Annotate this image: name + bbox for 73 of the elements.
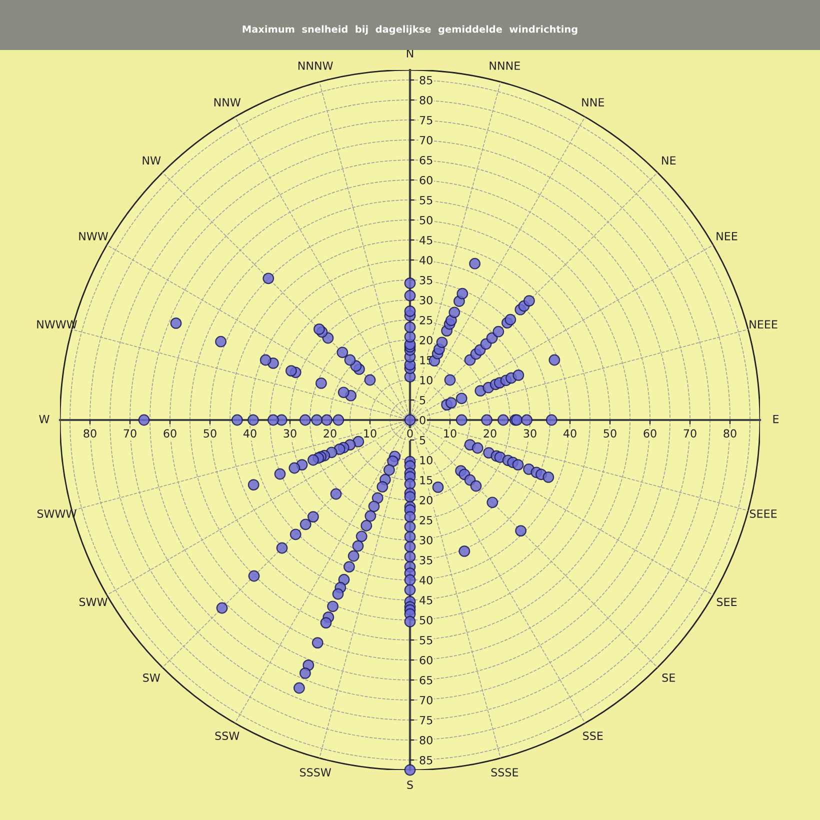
text: S bbox=[407, 780, 413, 789]
x-tick-label: 50 bbox=[604, 429, 616, 438]
y-tick-label: 55 bbox=[420, 196, 432, 204]
y-tick-label: 0 bbox=[420, 416, 426, 424]
y-tick-label: 5 bbox=[420, 436, 426, 444]
y-tick-label: 35 bbox=[420, 556, 432, 564]
text: NNNE bbox=[490, 62, 520, 70]
y-tick-label: 75 bbox=[420, 116, 432, 124]
y-tick-label: 10 bbox=[420, 376, 432, 384]
annotation: NNW bbox=[214, 98, 241, 106]
annotation: NE bbox=[662, 156, 676, 164]
y-tick-label: 65 bbox=[420, 676, 432, 684]
y-tick-label: 75 bbox=[420, 716, 432, 724]
y-tick-label: 25 bbox=[420, 316, 432, 324]
x-tick-label: 10 bbox=[364, 429, 376, 438]
y-tick-label: 70 bbox=[420, 136, 432, 144]
y-tick-label: 50 bbox=[420, 216, 432, 224]
annotation: SW bbox=[143, 673, 160, 682]
x-tick-label: 20 bbox=[484, 429, 496, 438]
x-tick-label: 0 bbox=[407, 429, 413, 438]
text: W bbox=[39, 414, 50, 424]
x-tick-label: 80 bbox=[84, 429, 96, 438]
x-tick-label: 20 bbox=[324, 429, 336, 438]
y-tick-label: 85 bbox=[420, 76, 432, 84]
y-tick-label: 20 bbox=[420, 496, 432, 504]
x-tick-label: 30 bbox=[524, 429, 536, 438]
y-tick-label: 80 bbox=[420, 96, 432, 104]
annotation: SSSW bbox=[300, 768, 332, 777]
y-tick-label: 30 bbox=[420, 536, 432, 544]
x-tick-label: 70 bbox=[124, 429, 136, 438]
x-tick-label: 40 bbox=[563, 429, 576, 438]
annotation: SEE bbox=[716, 598, 737, 606]
x-tick-label: 50 bbox=[204, 429, 216, 438]
y-tick-label: 55 bbox=[420, 636, 432, 644]
y-tick-label: 15 bbox=[420, 476, 432, 484]
y-tick-label: 65 bbox=[420, 156, 432, 164]
annotation: SSE bbox=[583, 732, 603, 740]
y-tick-label: 60 bbox=[420, 176, 432, 184]
y-tick-label: 80 bbox=[420, 736, 432, 744]
x-tick-label: 60 bbox=[164, 429, 176, 438]
x-tick-label: 30 bbox=[284, 429, 296, 438]
y-tick-label: 20 bbox=[420, 336, 432, 344]
x-tick-label: 40 bbox=[243, 429, 256, 438]
text: NNNW bbox=[298, 62, 333, 70]
annotation: NWW bbox=[79, 232, 108, 240]
y-tick-label: 30 bbox=[420, 296, 432, 304]
y-tick-label: 50 bbox=[420, 616, 432, 624]
annotation: SEEE bbox=[750, 509, 777, 518]
annotation: SWW bbox=[79, 598, 108, 606]
annotation: NEE bbox=[716, 232, 738, 240]
y-tick-label: 85 bbox=[420, 756, 432, 764]
x-tick-label: 10 bbox=[444, 429, 456, 438]
text: E bbox=[773, 414, 779, 424]
y-tick-label: 40 bbox=[420, 576, 432, 584]
annotation: NW bbox=[142, 156, 161, 164]
chart-title: Maximum snelheid bij dagelijkse gemiddelde windrichting bbox=[242, 25, 578, 35]
x-tick-label: 70 bbox=[684, 429, 696, 438]
y-tick-label: 45 bbox=[420, 596, 432, 604]
annotation: SSSE bbox=[491, 768, 518, 777]
y-tick-label: 25 bbox=[420, 516, 432, 524]
y-tick-label: 40 bbox=[420, 256, 432, 264]
annotation: NNE bbox=[582, 98, 604, 106]
y-tick-label: 70 bbox=[420, 696, 432, 704]
x-tick-label: 80 bbox=[724, 429, 736, 438]
y-tick-label: 60 bbox=[420, 656, 432, 664]
annotation: SSW bbox=[215, 732, 240, 740]
y-tick-label: 10 bbox=[420, 456, 432, 464]
y-tick-label: 45 bbox=[420, 236, 432, 244]
y-tick-label: 35 bbox=[420, 276, 432, 284]
annotation: NEEE bbox=[750, 320, 778, 328]
y-tick-label: 5 bbox=[420, 396, 426, 404]
annotation: SE bbox=[662, 673, 675, 682]
x-tick-label: 60 bbox=[644, 429, 656, 438]
